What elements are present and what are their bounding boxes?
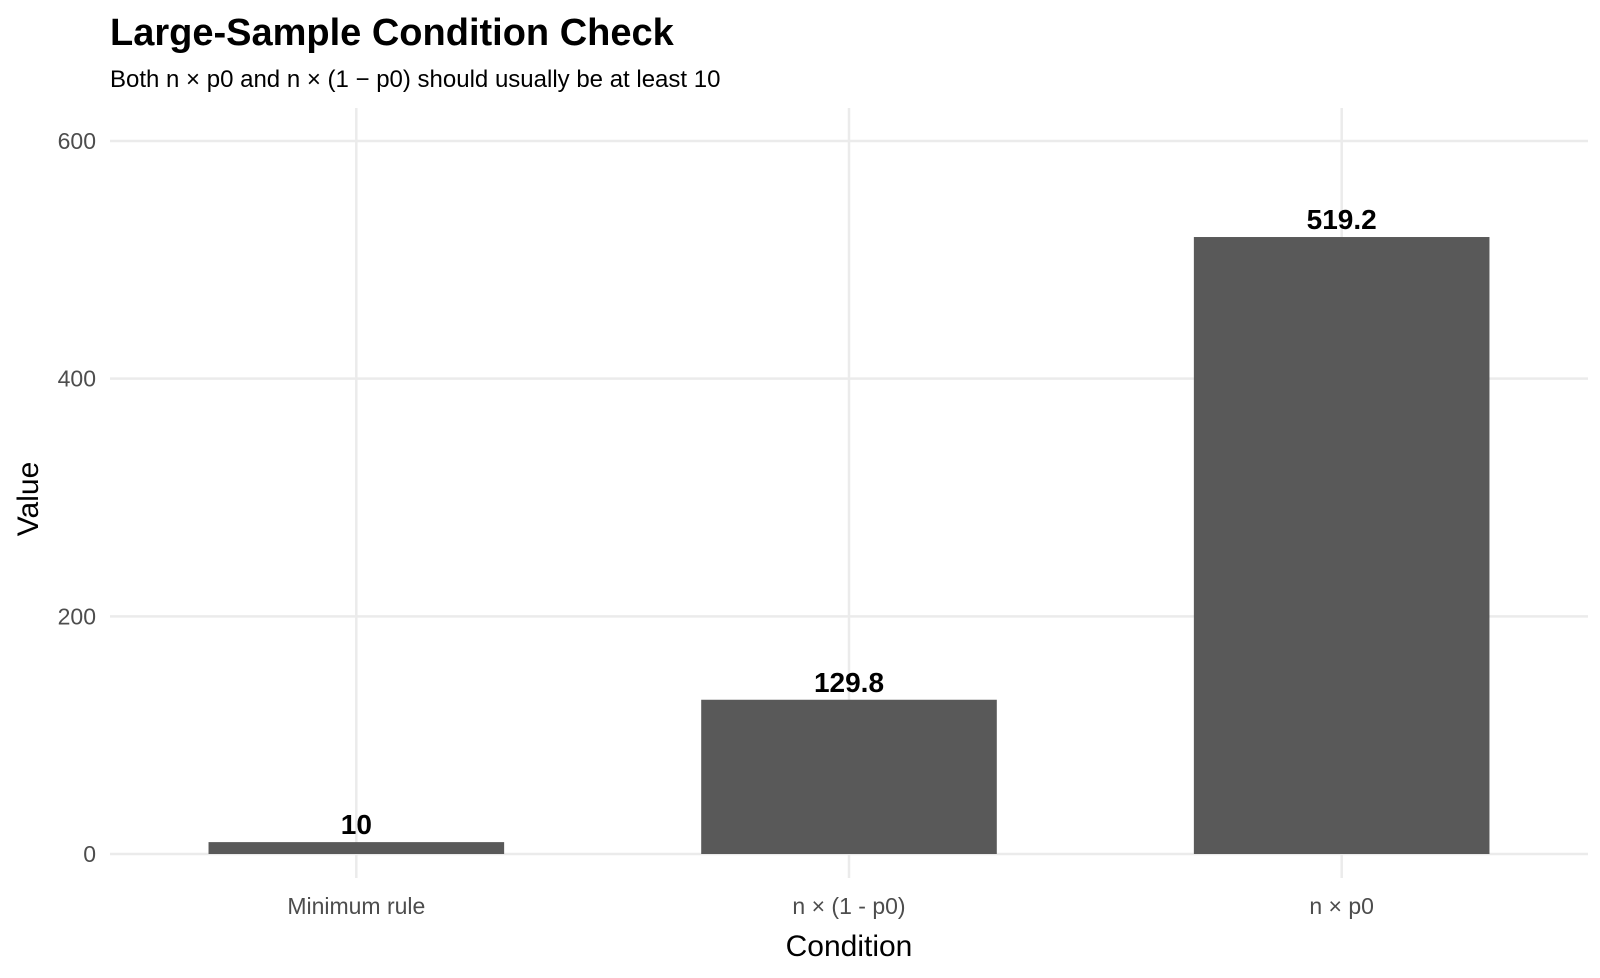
bar-value-labels: 10 129.8 519.2 [341,204,1377,840]
x-tick-label: Minimum rule [287,893,425,919]
y-tick-label: 600 [58,128,96,154]
bar-value-label: 10 [341,809,372,840]
x-tick-label: n × p0 [1309,893,1374,919]
y-axis-ticks: 0 200 400 600 [58,128,96,867]
y-tick-label: 400 [58,366,96,392]
bar [701,699,997,854]
bars [208,237,1490,854]
bar-value-label: 129.8 [814,667,884,698]
bar [208,842,505,854]
y-axis-title: Value [12,462,45,537]
x-axis-title: Condition [786,930,913,963]
chart-title: Large-Sample Condition Check [110,12,675,54]
chart-subtitle: Both n × p0 and n × (1 − p0) should usua… [110,66,720,93]
bar [1193,237,1490,854]
y-tick-label: 200 [58,603,96,629]
bar-value-label: 519.2 [1307,204,1377,235]
x-tick-label: n × (1 - p0) [792,893,905,919]
x-axis-ticks: Minimum rule n × (1 - p0) n × p0 [287,893,1374,919]
y-tick-label: 0 [83,841,96,867]
